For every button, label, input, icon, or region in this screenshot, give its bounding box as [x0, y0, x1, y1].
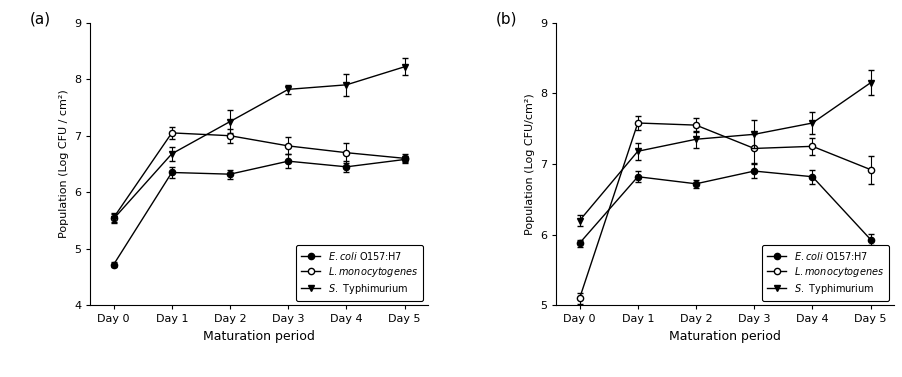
Legend: $\it{E. coli}$ O157:H7, $\it{L. monocytogenes}$, $\it{S.}$ Typhimurium: $\it{E. coli}$ O157:H7, $\it{L. monocyto…: [761, 245, 888, 300]
Y-axis label: Population (Log CFU/cm²): Population (Log CFU/cm²): [524, 93, 534, 235]
Text: (a): (a): [30, 11, 51, 26]
X-axis label: Maturation period: Maturation period: [668, 330, 780, 343]
Legend: $\it{E. coli}$ O157:H7, $\it{L. monocytogenes}$, $\it{S.}$ Typhimurium: $\it{E. coli}$ O157:H7, $\it{L. monocyto…: [296, 245, 423, 300]
Y-axis label: Population (Log CFU / cm²): Population (Log CFU / cm²): [59, 90, 69, 238]
Text: (b): (b): [495, 11, 517, 26]
X-axis label: Maturation period: Maturation period: [203, 330, 315, 343]
